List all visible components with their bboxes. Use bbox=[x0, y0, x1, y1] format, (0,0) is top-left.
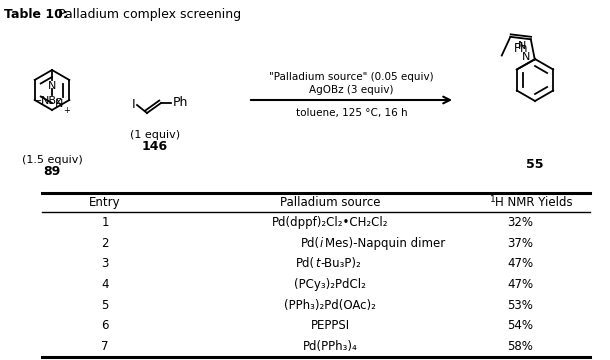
Text: 1: 1 bbox=[101, 216, 109, 229]
Text: 37%: 37% bbox=[507, 237, 533, 249]
Text: i: i bbox=[320, 237, 323, 249]
Text: 32%: 32% bbox=[507, 216, 533, 229]
Text: I: I bbox=[131, 99, 135, 112]
Text: N: N bbox=[522, 53, 529, 63]
Text: 2: 2 bbox=[101, 237, 109, 249]
Text: NBz: NBz bbox=[41, 96, 63, 106]
Text: N: N bbox=[517, 41, 526, 51]
Text: AgOBz (3 equiv): AgOBz (3 equiv) bbox=[309, 85, 393, 95]
Text: PEPPSI: PEPPSI bbox=[310, 319, 350, 332]
Text: 7: 7 bbox=[101, 340, 109, 353]
Text: (PPh₃)₂Pd(OAc)₂: (PPh₃)₂Pd(OAc)₂ bbox=[284, 299, 376, 312]
Text: H NMR Yields: H NMR Yields bbox=[495, 196, 573, 209]
Text: -Bu₃P)₂: -Bu₃P)₂ bbox=[320, 257, 361, 270]
Text: −: − bbox=[34, 96, 42, 106]
Text: toluene, 125 °C, 16 h: toluene, 125 °C, 16 h bbox=[296, 108, 407, 118]
Text: Pd(dppf)₂Cl₂•CH₂Cl₂: Pd(dppf)₂Cl₂•CH₂Cl₂ bbox=[271, 216, 388, 229]
Text: 146: 146 bbox=[142, 140, 168, 153]
Text: Entry: Entry bbox=[89, 196, 121, 209]
Text: Pd(: Pd( bbox=[296, 257, 315, 270]
Text: Ph: Ph bbox=[514, 42, 528, 55]
Text: 5: 5 bbox=[101, 299, 109, 312]
Text: 4: 4 bbox=[101, 278, 109, 291]
Text: (PCy₃)₂PdCl₂: (PCy₃)₂PdCl₂ bbox=[294, 278, 366, 291]
Text: N: N bbox=[55, 99, 63, 109]
Text: 89: 89 bbox=[43, 165, 60, 178]
Text: Palladium complex screening: Palladium complex screening bbox=[54, 8, 241, 21]
Text: Mes)-Napquin dimer: Mes)-Napquin dimer bbox=[325, 237, 445, 249]
Text: 53%: 53% bbox=[507, 299, 533, 312]
Text: Table 10:: Table 10: bbox=[4, 8, 68, 21]
Text: t: t bbox=[315, 257, 320, 270]
Text: 1: 1 bbox=[490, 195, 496, 204]
Text: Pd(PPh₃)₄: Pd(PPh₃)₄ bbox=[303, 340, 357, 353]
Text: Palladium source: Palladium source bbox=[280, 196, 380, 209]
Text: Ph: Ph bbox=[173, 96, 188, 109]
Text: 47%: 47% bbox=[507, 278, 533, 291]
Text: 58%: 58% bbox=[507, 340, 533, 353]
Text: +: + bbox=[63, 106, 70, 115]
Text: "Palladium source" (0.05 equiv): "Palladium source" (0.05 equiv) bbox=[269, 72, 434, 82]
Text: (1 equiv): (1 equiv) bbox=[130, 130, 180, 140]
Text: 55: 55 bbox=[526, 158, 544, 171]
Text: (1.5 equiv): (1.5 equiv) bbox=[21, 155, 82, 165]
Text: 6: 6 bbox=[101, 319, 109, 332]
Text: 54%: 54% bbox=[507, 319, 533, 332]
Text: 3: 3 bbox=[101, 257, 109, 270]
Text: N: N bbox=[48, 81, 56, 91]
Text: Pd(: Pd( bbox=[301, 237, 320, 249]
Text: 47%: 47% bbox=[507, 257, 533, 270]
